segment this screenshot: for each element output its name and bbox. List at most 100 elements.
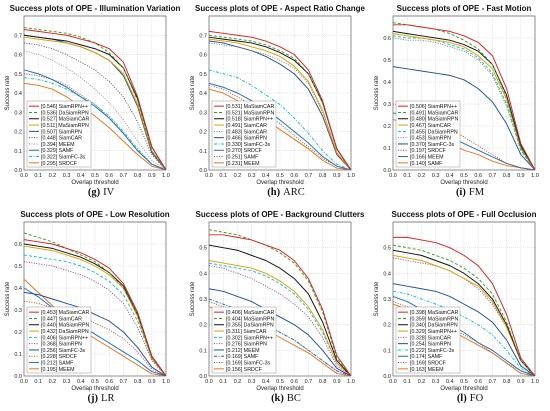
y-tick-label: 0.3 [383,297,391,303]
x-tick-label: 0.0 [389,379,397,385]
x-tick-label: 0.5 [91,173,99,179]
y-tick-label: 0.2 [383,323,391,329]
legend-entry: [0.276] SiamRPN [226,342,267,348]
y-tick-label: 0.3 [199,110,207,116]
legend-box [26,306,92,374]
y-tick-label: 0.0 [383,168,391,174]
y-tick-label: 0.0 [14,374,22,380]
x-tick-label: 0.1 [219,379,227,385]
x-tick-label: 0.9 [517,379,525,385]
x-axis-label: Overlap threshold [440,386,487,392]
legend-entry: [0.440] MaSiamRPN [41,323,89,329]
series-line [209,30,351,170]
legend: [0.506] SiamRPN++[0.491] MaSiamCAR[0.480… [395,100,461,168]
x-tick-label: 0.0 [20,173,28,179]
series-line [24,69,166,170]
legend-entry: [0.355] DaSiamRPN [226,323,274,329]
legend-entry: [0.536] DaSiamRPN [41,110,89,116]
legend-entry: [0.370] SiamFC-3s [410,142,455,148]
legend-entry: [0.228] SRDCF [41,354,78,360]
legend-entry: [0.406] MaSiamCAR [226,310,274,316]
x-tick-label: 0.3 [63,173,71,179]
legend-box [395,306,461,374]
legend-entry: [0.432] DaSiamRPN [41,329,89,335]
series-line [24,261,166,376]
series-line [393,249,535,376]
legend-entry: [0.256] SiamFC-3s [41,348,86,354]
chart-svg: Success plots of OPE - Fast Motion 0.0 0.1… [374,4,539,198]
x-tick-label: 0.2 [418,379,426,385]
legend-entry: [0.163] MEEM [410,367,444,373]
x-tick-label: 0.9 [148,379,156,385]
series-line [209,88,351,170]
legend: [0.406] MaSiamCAR[0.404] MaSiamRPN[0.355… [211,306,277,374]
x-tick-label: 0.6 [474,379,482,385]
x-tick-label: 0.5 [91,379,99,385]
x-axis-label: Overlap threshold [256,386,303,392]
x-tick-label: 0.5 [460,173,468,179]
x-axis-label: Overlap threshold [256,180,303,186]
x-tick-label: 0.1 [34,379,42,385]
y-axis-label: Success rate [374,75,380,110]
x-tick-label: 0.5 [276,173,284,179]
caption-abbr: FO [470,393,484,404]
y-tick-label: 0.6 [383,36,391,42]
legend-entry: [0.212] SAMF [41,360,74,366]
y-tick-label: 0.2 [383,124,391,130]
series-line [24,291,166,376]
legend-entry: [0.483] SiamCAR [226,129,267,135]
legend-entry: [0.254] SiamRPN [410,342,451,348]
caption-letter: (g) [88,187,101,198]
chart-title: Success plots of OPE - Background Clutte… [196,210,365,219]
series-line [393,254,535,376]
y-tick-label: 0.4 [383,80,391,86]
y-axis-label: Success rate [190,75,196,110]
chart-svg: Success plots of OPE - Illumination Vari… [5,4,180,198]
x-axis-label: Overlap threshold [71,180,118,186]
legend-entry: [0.231] MEEM [226,161,260,167]
subfigure-caption: (j) LR [88,393,115,404]
y-tick-label: 0.3 [199,297,207,303]
series-line [393,236,535,376]
x-tick-label: 1.0 [347,173,355,179]
legend: [0.546] SiamRPN++[0.536] DaSiamRPN[0.527… [26,100,92,168]
x-tick-label: 0.4 [446,173,454,179]
x-tick-label: 0.2 [418,173,426,179]
legend-entry: [0.270] SRDCF [226,148,263,154]
caption-abbr: IV [103,187,114,198]
x-tick-label: 0.8 [319,379,327,385]
legend-entry: [0.394] MEEM [41,142,75,148]
legend-entry: [0.531] MaSiamCAR [226,104,274,110]
y-tick-label: 0.1 [14,149,22,155]
y-tick-label: 0.3 [14,308,22,314]
x-tick-label: 0.6 [474,173,482,179]
y-tick-label: 0.0 [383,374,391,380]
series-line [393,30,535,170]
x-tick-label: 1.0 [347,379,355,385]
y-tick-label: 0.2 [14,130,22,136]
y-tick-label: 0.4 [14,91,22,97]
series-line [209,298,351,376]
x-tick-label: 0.0 [205,173,213,179]
legend-entry: [0.197] SRDCF [410,148,447,154]
caption-letter: (j) [88,393,99,404]
x-tick-label: 0.9 [333,173,341,179]
legend-entry: [0.511] MaSiamRPN [41,123,89,129]
series-line [393,24,535,170]
series-line [24,77,166,170]
caption-abbr: FM [469,187,485,198]
legend-entry: [0.506] SiamRPN++ [410,104,457,110]
x-tick-label: 0.9 [148,173,156,179]
legend-entry: [0.322] SiamFC-3s [41,154,86,160]
y-axis-label: Success rate [190,281,196,316]
y-tick-label: 0.2 [199,130,207,136]
x-tick-label: 0.4 [77,173,85,179]
y-tick-label: 0.5 [14,72,22,78]
legend-entry: [0.406] SiamRPN++ [41,335,88,341]
x-tick-label: 0.9 [517,173,525,179]
caption-abbr: ARC [283,187,305,198]
y-axis-label: Success rate [5,281,11,316]
series-line [24,239,166,376]
chart-svg: Success plots of OPE - Background Clutte… [190,210,365,404]
series-group [209,30,351,170]
